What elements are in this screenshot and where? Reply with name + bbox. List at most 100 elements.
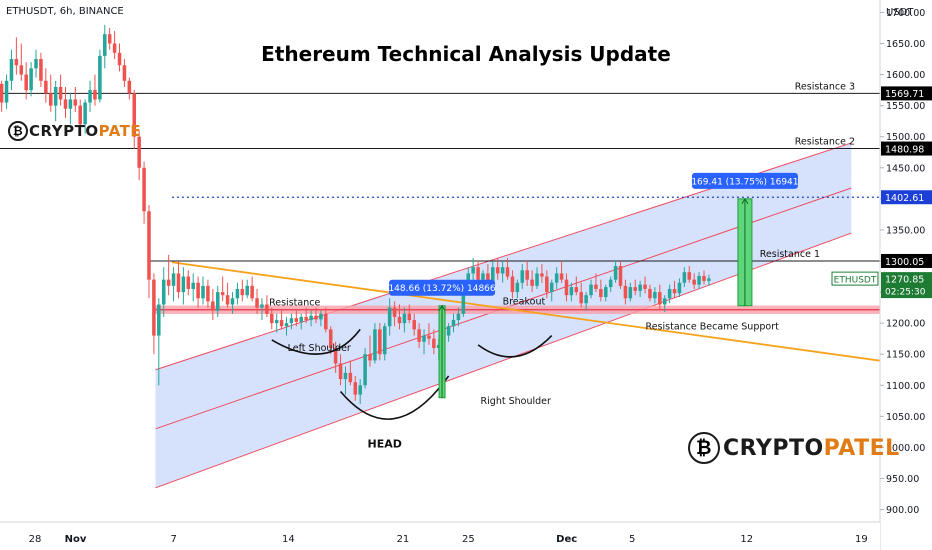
price-tick-label: 1100.00 [886,381,925,392]
candle [432,329,436,355]
candle-body [378,329,382,355]
candle [638,280,642,298]
candle-body [589,284,593,296]
candle-body [211,301,215,311]
candle-body [451,320,456,327]
candle-body [319,313,323,320]
target-price-tag-bg [881,190,932,205]
candle-body [132,93,137,137]
candle [363,348,367,389]
channel-fill [155,142,852,488]
candle-body [142,167,146,212]
candle [584,292,588,311]
cryptopatel-logo-large: ₿ CRYPTO PATEL [688,432,900,464]
candle-body [392,307,397,317]
candle-body [48,93,53,106]
time-tick-label: 28 [29,534,42,545]
candle-body [112,43,117,53]
candle [603,284,608,302]
candle [171,267,176,302]
candle [206,279,210,308]
price-tick-label: 900.00 [886,505,919,516]
candle-body [397,316,402,324]
candle [328,326,333,355]
candle-body [407,313,412,321]
candle-body [191,282,195,289]
candle-body [328,329,333,348]
candle-body [19,65,24,75]
candle-body [427,335,431,339]
symbol-label[interactable]: ETHUSDT, 6h, BINANCE [6,6,124,17]
price-range-label-bg [389,279,496,296]
candle-body [540,273,544,277]
candle [422,329,426,355]
pattern-annotation: Resistance Became Support [646,321,780,332]
candle-body [623,285,628,299]
candle-body [338,363,343,380]
candle [707,274,711,286]
pattern-curve [271,328,361,355]
candle-body [215,292,220,311]
candle-body [505,267,510,277]
candle [373,323,377,364]
candle [132,90,137,150]
candle-body [343,372,348,380]
candle [265,295,269,317]
price-range-label: 169.41 (13.75%) 16941 [691,177,798,187]
candle [127,77,132,100]
chart-title: Ethereum Technical Analysis Update [261,42,671,66]
candle [9,49,14,91]
candle-body [117,52,122,66]
candle [333,341,338,373]
candle-body [98,55,102,100]
candle-body [707,278,711,281]
candle-body [697,275,701,285]
candle-body [432,338,436,348]
candle [545,270,549,299]
candle-body [682,272,687,283]
candle [211,288,215,321]
candle-body [554,273,559,283]
candle [525,261,529,286]
candle-body [289,318,294,324]
candle-body [500,267,505,274]
candle-body [201,285,205,299]
candle [73,87,78,112]
candle [387,298,392,336]
pattern-annotation: Right Shoulder [481,396,551,407]
pattern-annotation: Breakout [503,297,546,308]
candle [378,323,382,361]
target-price-tag: 1402.61 [885,193,924,204]
candle-body [672,288,677,294]
candle-body [382,326,387,355]
candle-body [476,267,480,280]
candle [628,282,633,302]
candle [103,24,107,69]
candle [505,257,510,280]
candle [279,310,284,330]
candle-body [491,267,495,283]
candle [697,272,701,289]
candle-body [235,288,240,299]
candle [549,279,554,302]
candle [407,304,412,324]
candle-body [147,211,151,280]
candle-body [63,99,68,109]
candle [500,261,505,283]
candle [98,49,102,103]
time-tick-label: 7 [171,534,177,545]
candle-body [161,279,166,305]
candle-body [225,295,230,305]
candle-body [348,372,353,383]
candle [48,74,53,112]
candle-body [53,87,58,106]
bar-countdown: 02:25:30 [885,288,926,298]
candle [181,267,186,305]
candle [58,74,63,106]
candle [309,310,313,327]
candle [495,257,500,280]
candle-body [599,288,603,298]
candle [186,270,191,296]
level-price-tag-bg [881,253,932,268]
